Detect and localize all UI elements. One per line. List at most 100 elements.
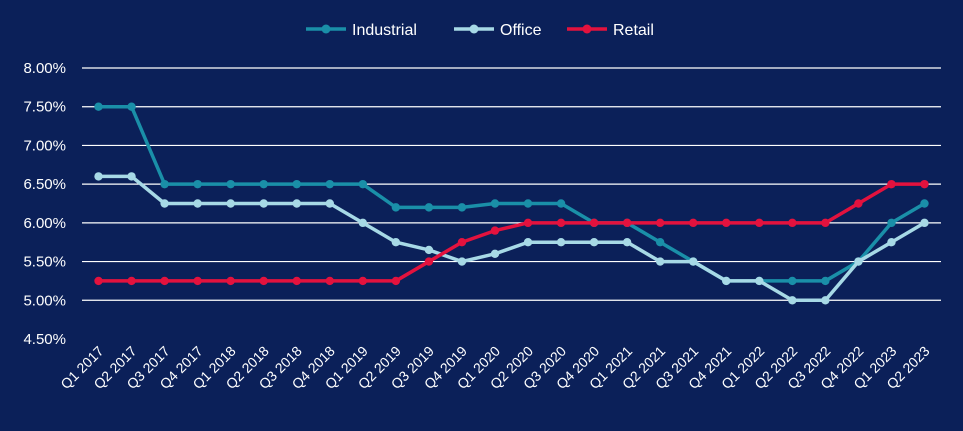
data-point-retail [193,276,202,286]
data-point-office [523,238,533,247]
data-point-retail [94,276,103,286]
legend-item-industrial: Industrial [306,22,417,39]
series-line-office [96,174,927,303]
data-point-office [622,238,632,247]
data-point-office [490,249,500,259]
data-point-retail [127,276,136,286]
data-point-office [854,257,863,266]
data-point-office [226,199,235,208]
legend-marker-industrial [321,24,331,34]
data-point-office [292,199,301,208]
data-point-industrial [788,276,797,286]
series-retail [94,179,929,286]
data-point-office [788,296,797,305]
data-point-office [325,199,334,208]
data-point-retail [226,276,235,286]
data-point-office [424,245,434,255]
y-tick-label: 7.50% [23,99,66,116]
data-point-retail [689,218,698,228]
data-point-retail [655,218,665,228]
data-point-retail [424,257,434,266]
series-lines [94,102,929,305]
y-tick-label: 5.00% [23,292,66,309]
legend-label-office: Office [500,22,542,39]
data-point-industrial [292,179,301,189]
y-tick-label: 8.00% [23,60,66,77]
data-point-office [755,276,764,286]
series-line-retail [96,182,927,283]
data-point-industrial [160,179,169,189]
legend-marker-retail [582,24,592,34]
data-point-retail [755,218,764,228]
legend-marker-office [469,24,479,34]
y-tick-label: 6.50% [23,176,66,193]
data-point-industrial [457,203,467,212]
data-point-retail [821,218,830,228]
data-point-retail [325,276,334,286]
data-point-office [94,172,103,181]
data-point-industrial [556,199,566,208]
data-point-retail [259,276,268,286]
series-industrial [94,102,929,286]
data-point-retail [854,199,863,208]
data-point-retail [556,218,566,228]
data-point-retail [358,276,368,286]
legend: Industrial Office Retail [306,22,654,39]
data-point-office [358,218,368,228]
data-point-industrial [821,276,830,286]
data-point-industrial [226,179,235,189]
legend-item-retail: Retail [567,22,654,39]
data-point-office [259,199,268,208]
data-point-industrial [424,203,434,212]
data-point-retail [722,218,731,228]
data-point-office [722,276,731,286]
data-point-retail [160,276,169,286]
y-axis-ticks: 4.50% 5.00% 5.50% 6.00% 6.50% 7.00% 7.50% 8.00% [23,60,66,348]
data-point-retail [292,276,301,286]
data-point-industrial [523,199,533,208]
data-point-retail [523,218,533,228]
data-point-industrial [391,203,401,212]
data-point-office [127,172,136,181]
data-point-industrial [259,179,268,189]
data-point-retail [887,179,896,189]
data-point-office [193,199,202,208]
data-point-office [821,296,830,305]
data-point-retail [457,238,467,247]
data-point-office [589,238,599,247]
data-point-office [556,238,566,247]
data-point-office [689,257,698,266]
data-point-retail [622,218,632,228]
data-point-office [887,238,896,247]
data-point-retail [490,226,500,235]
y-tick-label: 5.50% [23,254,66,271]
y-tick-label: 4.50% [23,331,66,348]
data-point-industrial [887,218,896,228]
data-point-retail [788,218,797,228]
series-office [94,172,929,305]
series-line-industrial [96,104,927,283]
legend-label-industrial: Industrial [352,22,417,39]
y-tick-label: 7.00% [23,137,66,154]
data-point-industrial [920,199,929,208]
data-point-industrial [358,179,368,189]
data-point-office [391,238,401,247]
data-point-industrial [325,179,334,189]
data-point-industrial [94,102,103,111]
legend-item-office: Office [454,22,542,39]
data-point-industrial [127,102,136,111]
data-point-industrial [193,179,202,189]
data-point-retail [920,179,929,189]
data-point-retail [589,218,599,228]
data-point-office [920,218,929,228]
data-point-office [655,257,665,266]
y-tick-label: 6.00% [23,215,66,232]
data-point-retail [391,276,401,286]
data-point-industrial [490,199,500,208]
data-point-industrial [655,238,665,247]
data-point-office [160,199,169,208]
legend-label-retail: Retail [613,22,654,39]
